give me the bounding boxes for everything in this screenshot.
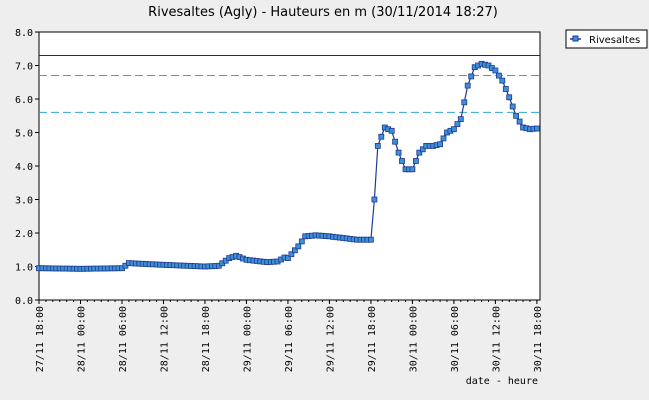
data-point xyxy=(502,86,509,92)
legend-label: Rivesaltes xyxy=(589,35,640,46)
data-point xyxy=(492,67,499,74)
data-point xyxy=(499,77,506,84)
x-tick-label: 28/11 00:00 xyxy=(76,306,87,372)
x-axis-label: date - heure xyxy=(466,376,538,387)
data-point xyxy=(371,196,378,203)
data-point xyxy=(416,149,423,156)
chart-title: Rivesaltes (Agly) - Hauteurs en m (30/11… xyxy=(148,5,498,20)
data-point xyxy=(513,112,519,119)
x-tick-label: 28/11 12:00 xyxy=(159,306,170,372)
data-point xyxy=(291,247,298,254)
data-point xyxy=(409,166,416,173)
x-axis: 27/11 18:00 28/11 00:00 28/11 06:00 28/11 1… xyxy=(35,300,544,372)
data-point xyxy=(516,118,523,125)
data-point xyxy=(412,158,419,164)
x-tick-label: 29/11 00:00 xyxy=(242,306,253,372)
data-point xyxy=(298,238,305,245)
data-point xyxy=(461,99,468,106)
x-tick-label: 29/11 06:00 xyxy=(284,306,295,372)
y-tick-label: 2.0 xyxy=(15,229,33,240)
data-point xyxy=(464,82,471,89)
data-point xyxy=(450,126,457,133)
y-tick-label: 3.0 xyxy=(15,196,33,207)
y-tick-label: 5.0 xyxy=(15,129,33,140)
y-tick-label: 0.0 xyxy=(15,296,33,307)
y-tick-label: 8.0 xyxy=(15,28,33,39)
data-point xyxy=(392,138,399,145)
x-tick-label: 30/11 06:00 xyxy=(450,306,461,372)
y-tick-label: 1.0 xyxy=(15,263,33,274)
x-tick-label: 30/11 00:00 xyxy=(408,306,419,372)
x-tick-label: 27/11 18:00 xyxy=(35,306,46,372)
threshold-lines xyxy=(39,54,540,113)
data-point xyxy=(509,103,516,110)
data-point xyxy=(468,73,475,80)
x-tick-label: 28/11 18:00 xyxy=(201,306,212,372)
data-point xyxy=(534,125,540,132)
data-point xyxy=(495,72,502,79)
data-point xyxy=(457,116,464,122)
x-tick-label: 30/11 18:00 xyxy=(533,306,544,372)
data-point xyxy=(288,251,295,258)
data-point xyxy=(367,236,374,243)
legend-marker xyxy=(572,35,579,42)
x-tick-label: 29/11 12:00 xyxy=(325,306,336,372)
x-tick-label: 28/11 06:00 xyxy=(118,306,129,372)
data-point xyxy=(419,146,426,153)
data-point xyxy=(395,149,402,156)
legend: Rivesaltes xyxy=(565,29,648,49)
data-point xyxy=(440,135,447,142)
y-tick-label: 7.0 xyxy=(15,62,33,73)
y-tick-label: 6.0 xyxy=(15,95,33,106)
data-point xyxy=(437,141,444,148)
data-point xyxy=(388,127,395,134)
data-point xyxy=(454,121,461,127)
data-point xyxy=(399,158,405,164)
y-tick-label: 4.0 xyxy=(15,162,33,173)
y-axis: 0.0 1.0 2.0 3.0 4.0 5.0 6.0 7.0 8.0 xyxy=(15,28,39,307)
x-tick-label: 29/11 18:00 xyxy=(367,306,378,372)
data-point xyxy=(378,133,385,140)
data-point xyxy=(295,243,302,250)
x-tick-label: 30/11 12:00 xyxy=(491,306,502,372)
data-point xyxy=(506,94,513,101)
data-point xyxy=(284,255,291,262)
data-point xyxy=(374,142,381,149)
legend-box xyxy=(565,29,648,49)
series-rivesaltes xyxy=(36,60,540,272)
